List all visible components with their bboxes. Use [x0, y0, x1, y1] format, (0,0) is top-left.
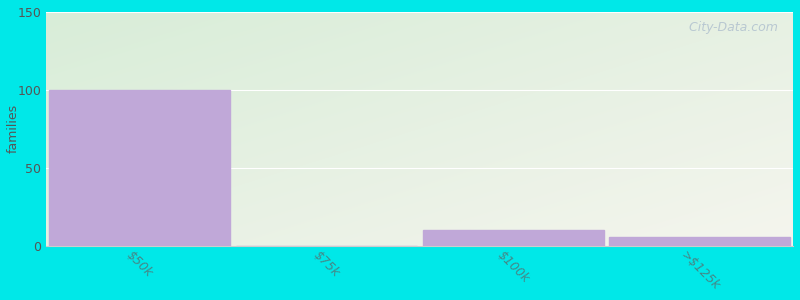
Text: City-Data.com: City-Data.com	[682, 21, 778, 34]
Bar	[422, 230, 603, 246]
Y-axis label: families: families	[7, 104, 20, 154]
Bar	[609, 236, 790, 246]
Bar	[49, 90, 230, 246]
